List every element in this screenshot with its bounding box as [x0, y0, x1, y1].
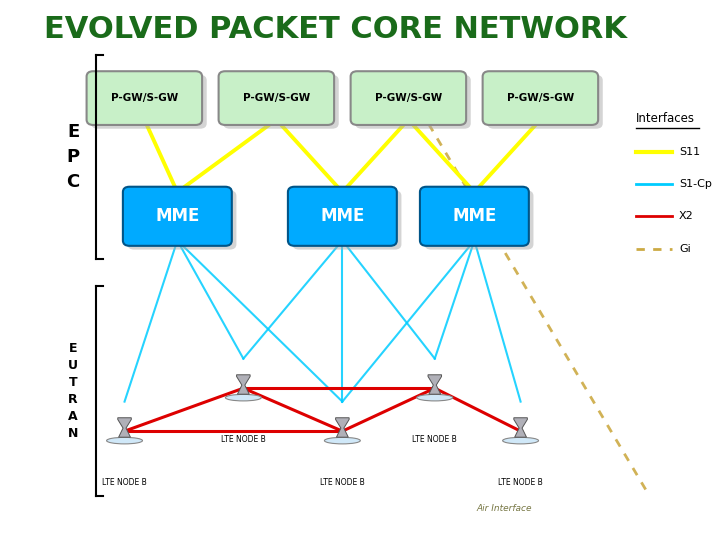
Text: Gi: Gi	[679, 244, 690, 253]
Polygon shape	[428, 375, 441, 394]
FancyBboxPatch shape	[487, 75, 603, 129]
Text: P-GW/S-GW: P-GW/S-GW	[374, 93, 442, 103]
FancyBboxPatch shape	[420, 187, 528, 246]
Text: P-GW/S-GW: P-GW/S-GW	[507, 93, 574, 103]
FancyBboxPatch shape	[91, 75, 207, 129]
Text: LTE NODE B: LTE NODE B	[413, 435, 457, 444]
Text: X2: X2	[679, 211, 694, 221]
FancyBboxPatch shape	[223, 75, 338, 129]
FancyBboxPatch shape	[123, 187, 232, 246]
Ellipse shape	[325, 437, 360, 444]
Text: MME: MME	[155, 207, 199, 225]
FancyBboxPatch shape	[292, 191, 402, 249]
Ellipse shape	[107, 437, 143, 444]
Text: E
P
C: E P C	[66, 123, 80, 191]
Polygon shape	[237, 375, 250, 394]
Text: P-GW/S-GW: P-GW/S-GW	[243, 93, 310, 103]
Text: LTE NODE B: LTE NODE B	[320, 478, 365, 488]
Text: P-GW/S-GW: P-GW/S-GW	[111, 93, 178, 103]
FancyBboxPatch shape	[425, 191, 534, 249]
Text: LTE NODE B: LTE NODE B	[498, 478, 543, 488]
Polygon shape	[118, 418, 131, 437]
Text: Air Interface: Air Interface	[477, 504, 532, 512]
Text: E
U
T
R
A
N: E U T R A N	[68, 342, 78, 440]
FancyBboxPatch shape	[288, 187, 397, 246]
FancyBboxPatch shape	[355, 75, 471, 129]
Text: LTE NODE B: LTE NODE B	[221, 435, 266, 444]
FancyBboxPatch shape	[219, 71, 334, 125]
Text: LTE NODE B: LTE NODE B	[102, 478, 147, 488]
Text: Interfaces: Interfaces	[636, 112, 695, 125]
Polygon shape	[514, 418, 527, 437]
Text: MME: MME	[452, 207, 497, 225]
FancyBboxPatch shape	[86, 71, 202, 125]
Ellipse shape	[225, 394, 261, 401]
FancyBboxPatch shape	[351, 71, 466, 125]
FancyBboxPatch shape	[482, 71, 598, 125]
Polygon shape	[336, 418, 349, 437]
Ellipse shape	[503, 437, 539, 444]
Text: MME: MME	[320, 207, 364, 225]
Text: EVOLVED PACKET CORE NETWORK: EVOLVED PACKET CORE NETWORK	[44, 15, 627, 44]
FancyBboxPatch shape	[127, 191, 236, 249]
Text: S11: S11	[679, 147, 700, 157]
Text: S1-Cp: S1-Cp	[679, 179, 712, 189]
Ellipse shape	[417, 394, 453, 401]
